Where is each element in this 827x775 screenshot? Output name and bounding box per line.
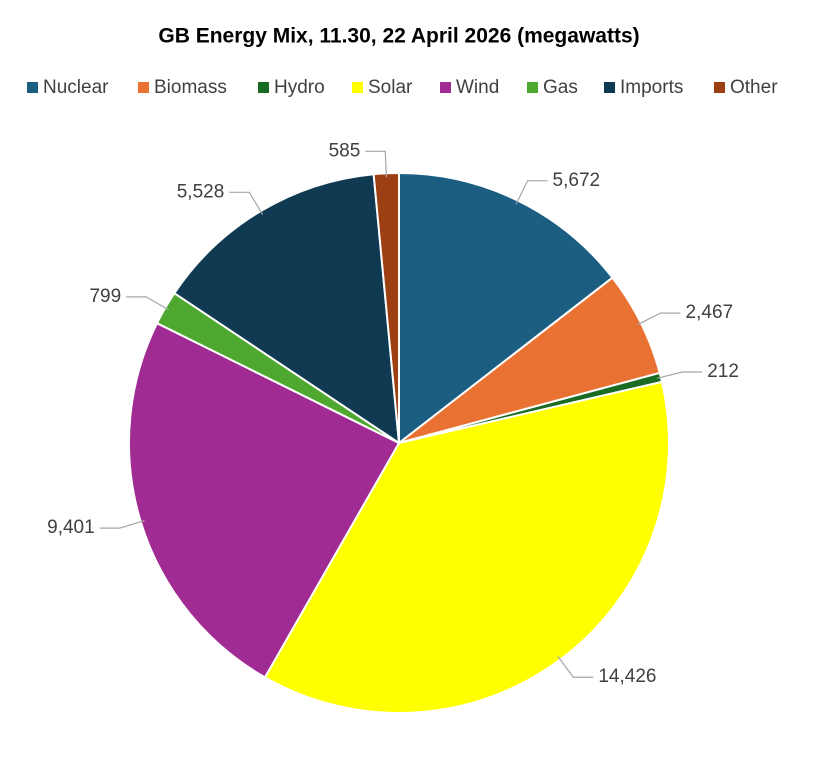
legend-swatch: [527, 82, 538, 93]
leader-line: [365, 150, 388, 178]
leader-line: [229, 191, 264, 215]
legend-swatch: [440, 82, 451, 93]
data-label: 5,528: [177, 181, 225, 202]
legend-label: Nuclear: [43, 77, 109, 98]
legend-swatch: [138, 82, 149, 93]
data-label: 585: [329, 140, 361, 161]
legend-label: Gas: [543, 77, 578, 98]
data-label: 5,672: [553, 170, 601, 191]
data-label: 2,467: [686, 302, 734, 323]
data-label: 9,401: [47, 517, 95, 538]
legend-swatch: [258, 82, 269, 93]
leader-line: [557, 656, 594, 678]
legend-swatch: [604, 82, 615, 93]
data-label: 799: [89, 286, 121, 307]
chart-title: GB Energy Mix, 11.30, 22 April 2026 (meg…: [158, 25, 639, 48]
legend-swatch: [714, 82, 725, 93]
legend-label: Solar: [368, 77, 413, 98]
data-label: 212: [707, 361, 739, 382]
leader-line: [636, 312, 681, 326]
legend-swatch: [352, 82, 363, 93]
leader-line: [515, 180, 548, 205]
data-label: 14,426: [598, 666, 656, 687]
legend-label: Imports: [620, 77, 683, 98]
legend-label: Other: [730, 77, 778, 98]
legend-label: Biomass: [154, 77, 227, 98]
leader-line: [126, 296, 169, 311]
leader-line: [99, 519, 145, 529]
leader-line: [656, 371, 703, 379]
legend-label: Hydro: [274, 77, 325, 98]
legend-swatch: [27, 82, 38, 93]
legend-label: Wind: [456, 77, 499, 98]
